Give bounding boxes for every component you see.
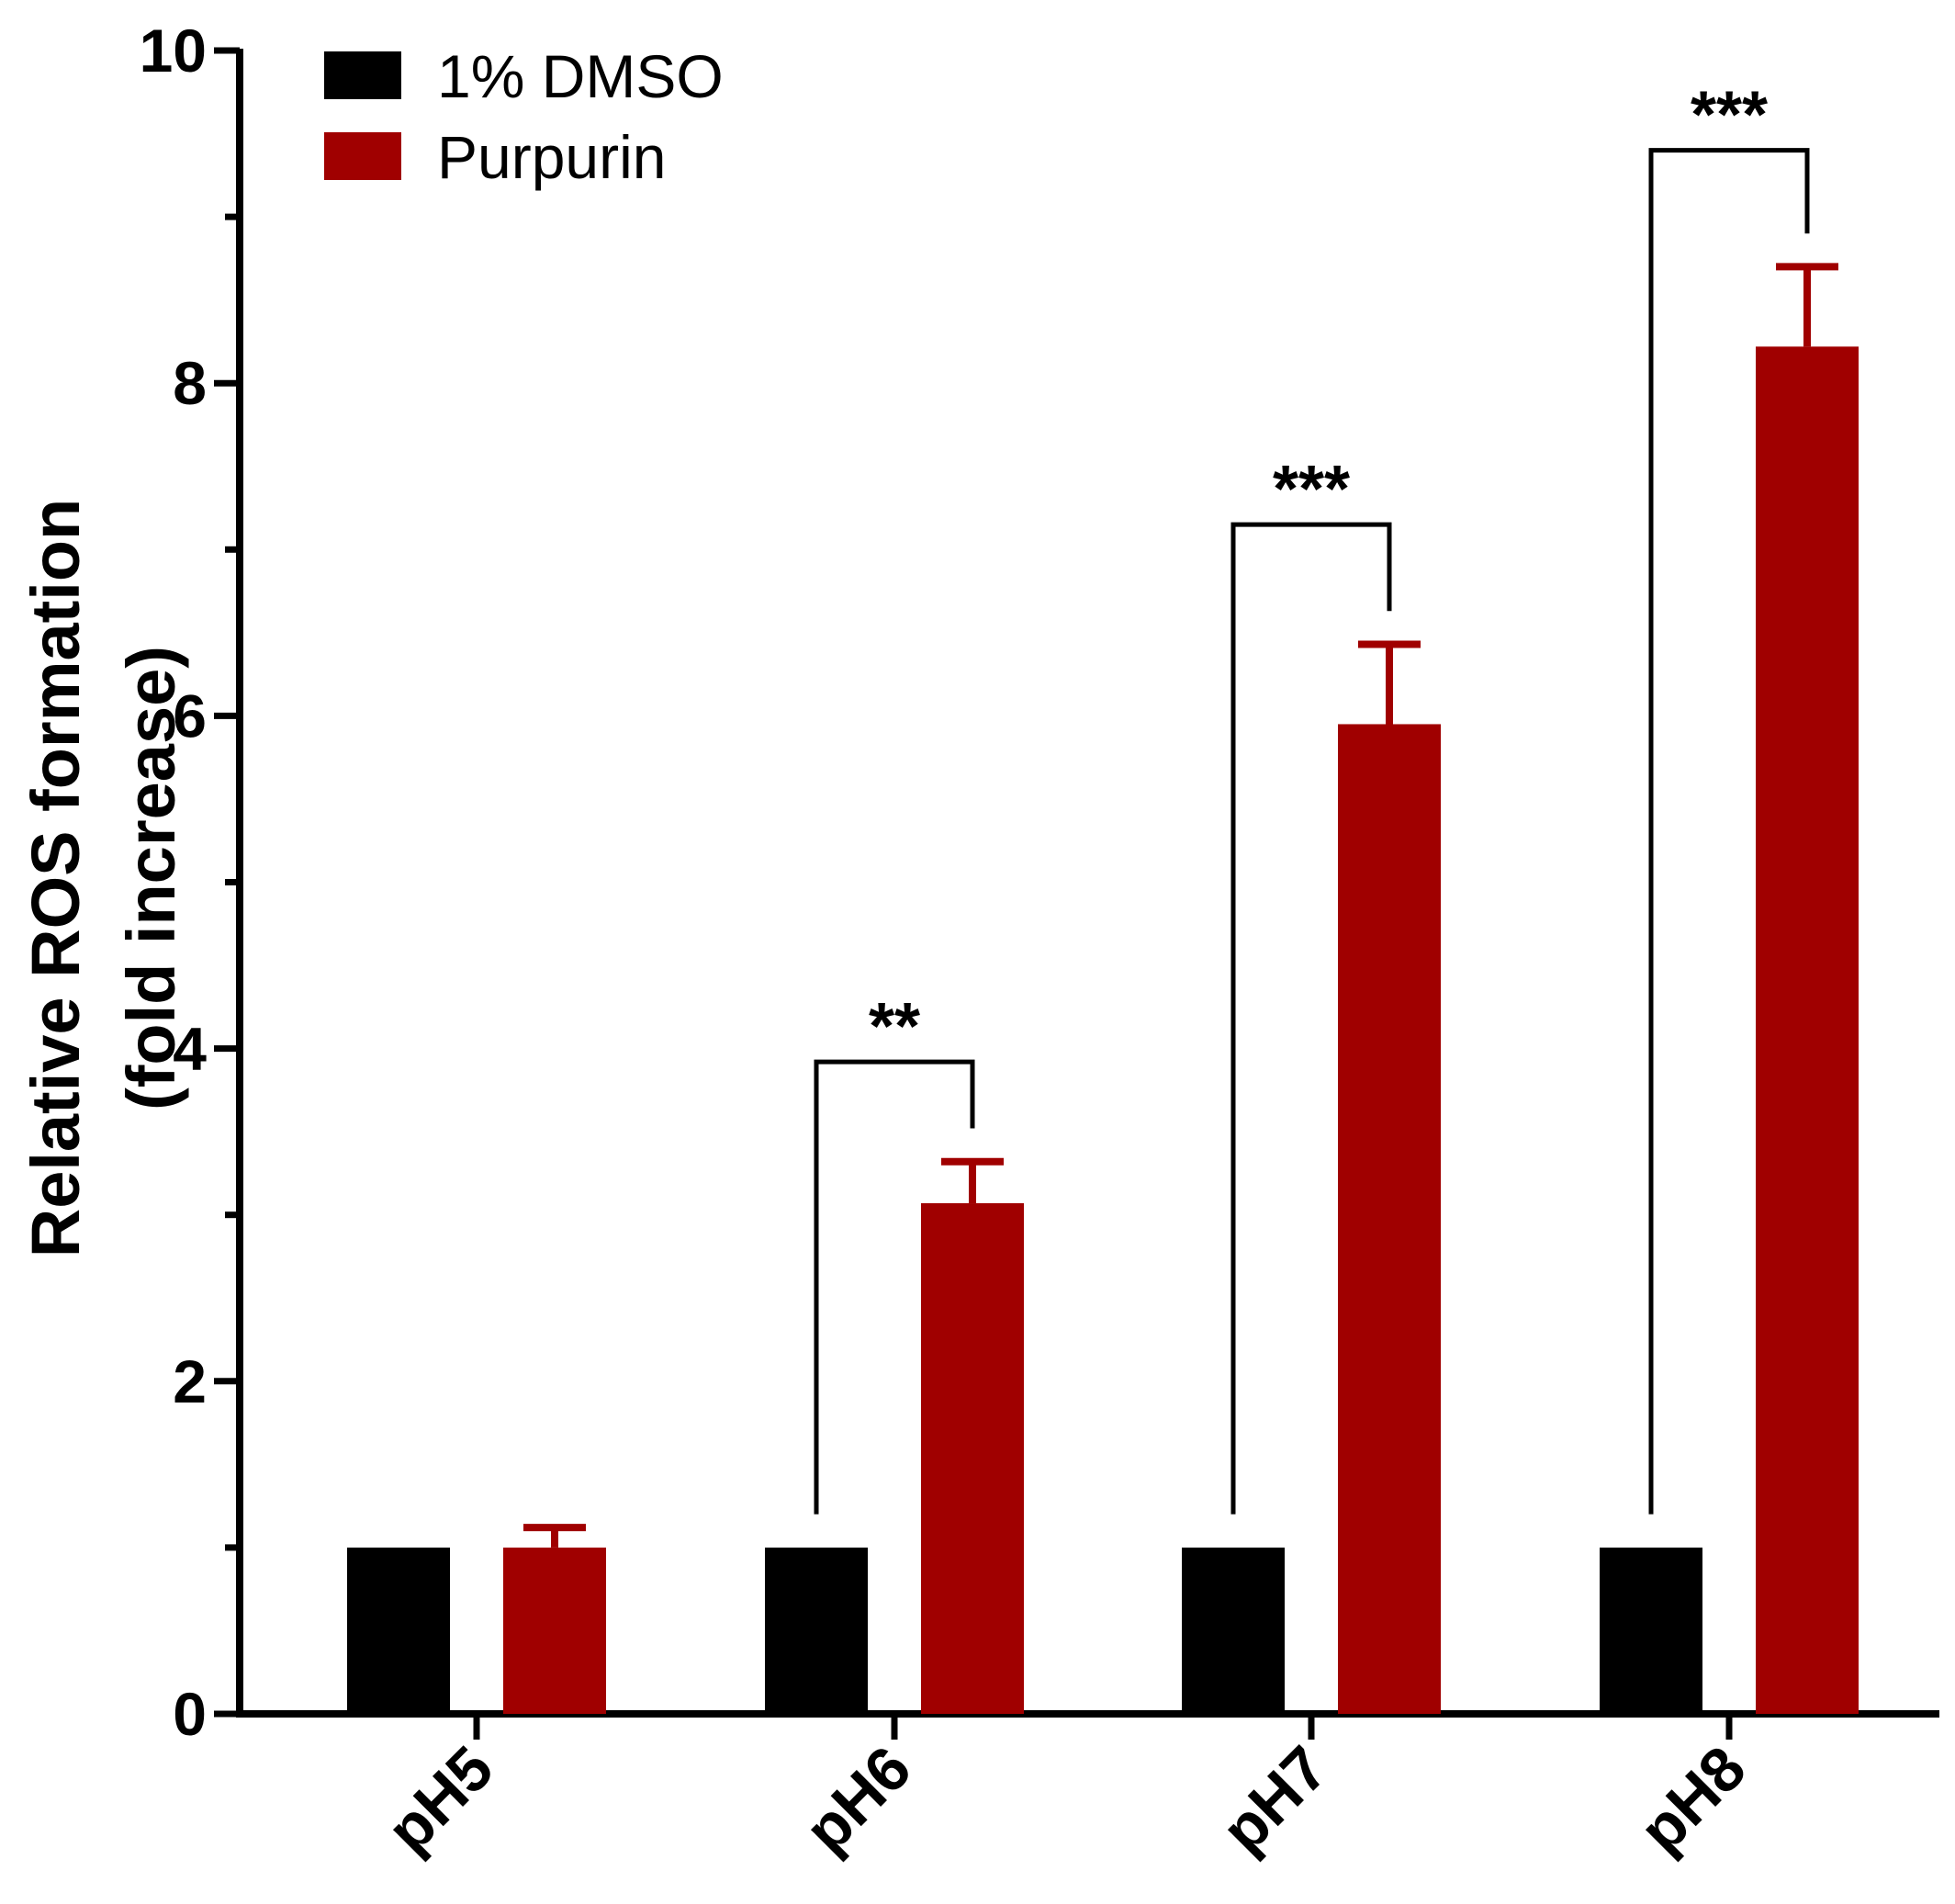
legend-swatch (324, 51, 401, 99)
significance-bracket (1230, 522, 1392, 1515)
y-axis-title-line2: (fold increase) (113, 646, 189, 1110)
x-axis: pH5 pH6 pH7 pH8 (236, 1710, 1939, 1866)
y-tick-label: 10 (140, 17, 207, 84)
y-tick-label: 6 (173, 682, 207, 749)
y-axis: 0 2 4 6 8 10 (140, 17, 243, 1748)
y-tick-label: 0 (173, 1680, 207, 1748)
significance-label: ** (869, 990, 920, 1064)
bar-1-dmso-ph5 (347, 1547, 450, 1714)
legend: 1% DMSO Purpurin (324, 42, 724, 191)
bar-1-dmso-ph7 (1182, 1547, 1285, 1714)
x-tick-label: pH8 (1626, 1733, 1759, 1866)
y-axis-title-line1: Relative ROS formation (17, 499, 94, 1258)
bar-purpurin-ph7 (1338, 724, 1441, 1714)
significance-annotations: ******** (814, 79, 1810, 1515)
x-tick-label: pH7 (1208, 1733, 1342, 1866)
bar-purpurin-ph6 (921, 1203, 1024, 1714)
significance-bracket (1648, 148, 1810, 1515)
significance-label: *** (1273, 453, 1350, 526)
legend-swatch (324, 132, 401, 180)
significance-label: *** (1691, 79, 1768, 152)
y-tick-label: 4 (173, 1015, 207, 1083)
bar-purpurin-ph5 (503, 1547, 606, 1714)
bar-1-dmso-ph8 (1600, 1547, 1702, 1714)
significance-bracket (814, 1059, 975, 1515)
x-tick-label: pH6 (792, 1733, 925, 1866)
bars (347, 263, 1859, 1714)
y-tick-label: 8 (173, 349, 207, 417)
bar-1-dmso-ph6 (765, 1547, 868, 1714)
legend-label: 1% DMSO (437, 42, 724, 110)
x-tick-label: pH5 (374, 1733, 507, 1866)
y-tick-label: 2 (173, 1347, 207, 1415)
legend-label: Purpurin (437, 123, 666, 191)
bar-purpurin-ph8 (1756, 346, 1859, 1714)
